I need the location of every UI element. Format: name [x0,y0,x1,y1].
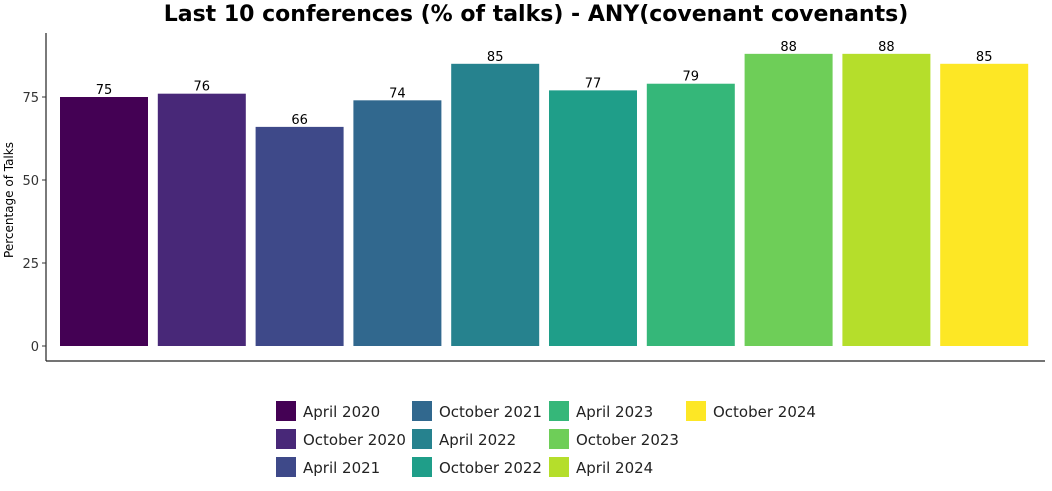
bar [744,53,833,347]
bar [646,83,735,346]
legend-swatch [412,401,432,421]
plot-area: 75 76 66 74 85 77 79 88 88 85 [60,40,1029,347]
legend-label: October 2023 [576,431,679,449]
data-label: 77 [585,76,602,91]
y-axis: 0 25 50 75 [22,33,1045,362]
y-axis-label: Percentage of Talks [2,142,16,258]
bar [940,63,1029,347]
legend-label: April 2022 [439,431,516,449]
bar [255,126,344,346]
data-label: 75 [96,83,113,98]
y-tick-label: 50 [22,174,39,189]
legend-swatch [412,429,432,449]
bar [353,100,442,346]
chart-title: Last 10 conferences (% of talks) - ANY(c… [164,2,909,27]
bar [60,97,148,346]
legend-label: October 2020 [303,431,406,449]
legend-swatch [686,401,706,421]
legend-item: April 2020 [276,401,380,421]
y-tick-label: 0 [31,340,39,355]
legend-label: April 2024 [576,459,653,477]
bar [157,93,246,347]
data-label: 88 [780,40,797,55]
legend-item: April 2021 [276,457,380,477]
legend-label: April 2023 [576,403,653,421]
legend-label: October 2024 [713,403,816,421]
legend-label: October 2021 [439,403,542,421]
legend-label: April 2021 [303,459,380,477]
legend-item: October 2020 [276,429,406,449]
legend-swatch [549,429,569,449]
bar [549,90,637,346]
legend-item: October 2024 [686,401,816,421]
legend-swatch [276,401,296,421]
data-label: 76 [194,80,211,95]
legend-swatch [549,457,569,477]
legend-swatch [276,429,296,449]
legend-swatch [549,401,569,421]
data-label: 85 [487,50,504,65]
legend-label: October 2022 [439,459,542,477]
legend: April 2020 October 2020 April 2021 October … [276,401,816,477]
legend-label: April 2020 [303,403,380,421]
legend-item: October 2023 [549,429,679,449]
legend-item: October 2022 [412,457,542,477]
legend-item: April 2022 [412,429,516,449]
y-tick-label: 25 [22,257,39,272]
legend-item: April 2023 [549,401,653,421]
data-label: 79 [683,70,700,85]
y-tick-label: 75 [22,91,39,106]
legend-swatch [276,457,296,477]
legend-swatch [412,457,432,477]
data-label: 88 [878,40,895,55]
legend-item: October 2021 [412,401,542,421]
bar [451,63,540,347]
data-label: 74 [389,86,406,101]
data-label: 66 [291,113,308,128]
bar [842,53,931,347]
data-label: 85 [976,50,993,65]
legend-item: April 2024 [549,457,653,477]
